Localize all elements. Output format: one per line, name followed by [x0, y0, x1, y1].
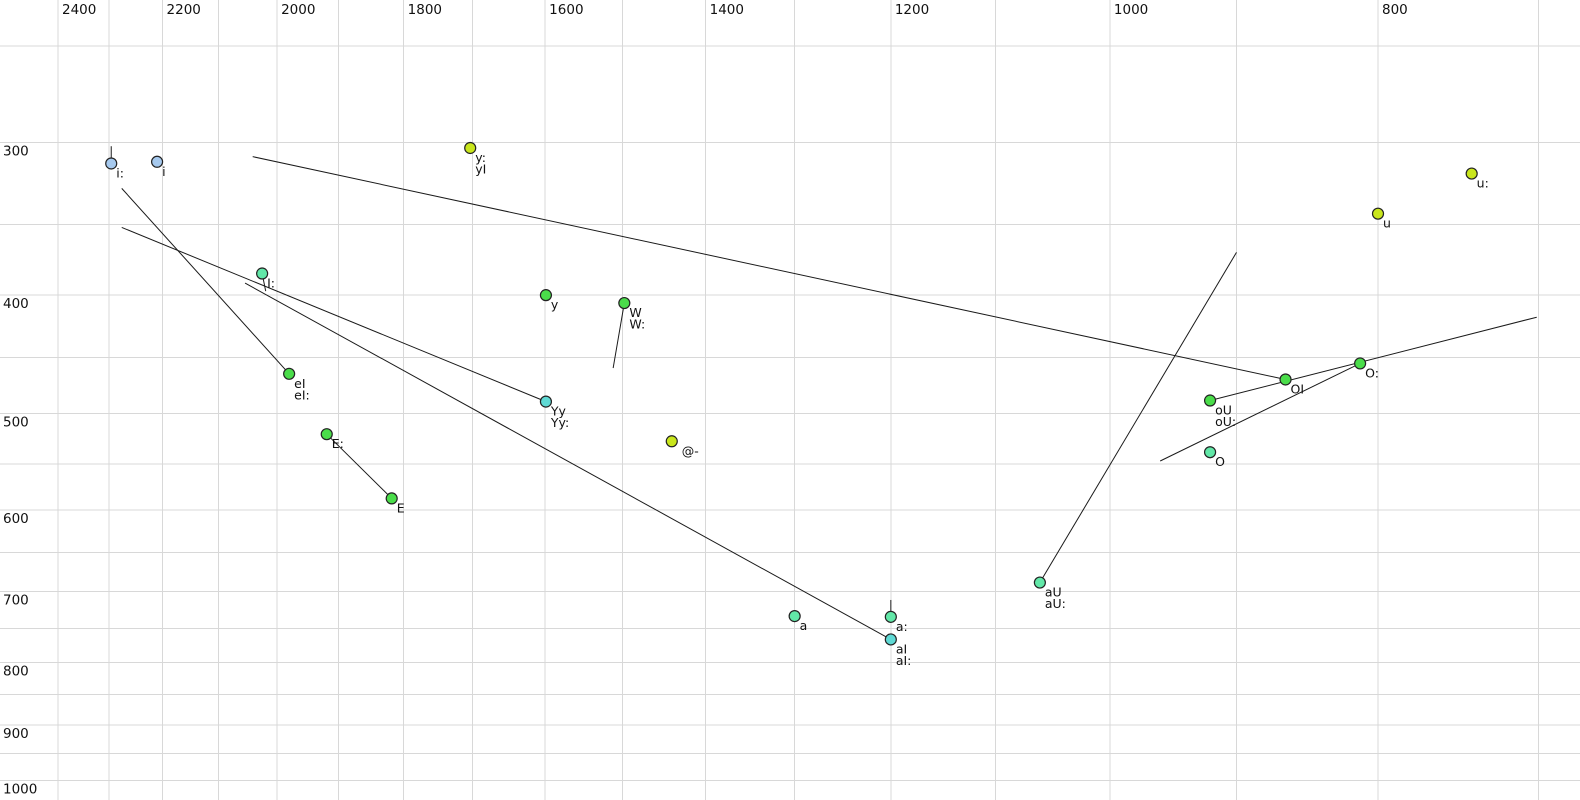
data-point-aU: [1033, 576, 1046, 589]
glide-line-Yy: [121, 226, 547, 403]
x-axis-tick-label: 2200: [167, 2, 201, 18]
point-label-I:: I:: [267, 276, 275, 291]
glide-line-O:: [1159, 362, 1361, 462]
x-axis-tick-label: 1400: [710, 2, 744, 18]
x-axis-tick-label: 800: [1382, 2, 1408, 18]
data-point-y: [539, 289, 553, 302]
point-label-aI:: aI:: [896, 653, 912, 668]
x-axis-tick-label: 2400: [62, 2, 96, 18]
data-point-oU: [1203, 394, 1217, 407]
data-point-y:: [464, 141, 477, 155]
y-axis-tick-label: 500: [3, 414, 29, 430]
point-label-E:: E:: [332, 436, 344, 451]
point-label-Yy: Yy: [550, 404, 567, 419]
glide-line-E:: [326, 433, 393, 499]
point-label-Yy:: Yy:: [550, 415, 569, 430]
y-axis-tick-label: 800: [3, 663, 29, 679]
data-point-O:: [1354, 357, 1367, 370]
data-point-E:: [320, 428, 333, 441]
data-point-i:: [105, 157, 118, 170]
point-label-yI: yI: [475, 161, 486, 176]
point-label-a: a: [800, 618, 808, 633]
point-label-W:: W:: [629, 317, 645, 332]
y-axis-tick-label: 1000: [3, 782, 37, 798]
point-label-a:: a:: [896, 619, 908, 634]
data-point-W: [618, 296, 631, 310]
point-label-aU: aU: [1045, 585, 1062, 600]
glide-line-aU: [1039, 252, 1237, 583]
point-label-@-: @-: [682, 443, 699, 458]
point-label-i: i: [162, 164, 165, 179]
x-axis-tick-label: 1000: [1114, 2, 1148, 18]
glide-line-W: [612, 302, 625, 369]
data-point-a:: [884, 610, 897, 623]
glide-line-eI: [121, 188, 290, 375]
data-point-E: [385, 492, 398, 505]
data-point-i: [150, 155, 164, 168]
y-axis-tick-label: 300: [3, 144, 29, 160]
data-point-I:: [256, 267, 269, 280]
point-label-eI:: eI:: [294, 387, 310, 402]
data-point-u: [1371, 207, 1385, 220]
point-label-O:: O:: [1365, 365, 1379, 380]
point-label-y:: y:: [475, 150, 486, 165]
data-point-eI: [283, 367, 296, 380]
data-point-O: [1203, 446, 1217, 459]
glide-line-aI: [244, 282, 892, 640]
point-label-O: O: [1215, 454, 1225, 469]
point-label-aU:: aU:: [1045, 596, 1066, 611]
data-point-aI: [884, 633, 897, 646]
data-point-a: [788, 610, 801, 623]
data-point-u:: [1465, 167, 1478, 180]
data-point-Yy: [539, 395, 553, 408]
glide-line-OI: [252, 156, 1286, 380]
point-label-W: W: [629, 305, 641, 320]
y-axis-tick-label: 700: [3, 593, 29, 609]
y-axis-tick-label: 400: [3, 296, 29, 312]
x-axis-tick-label: 1600: [549, 2, 583, 18]
x-axis-tick-label: 2000: [281, 2, 315, 18]
x-axis-tick-label: 1200: [895, 2, 929, 18]
point-label-y: y: [551, 297, 559, 312]
point-label-u: u: [1383, 216, 1391, 231]
point-label-oU:: oU:: [1215, 414, 1236, 429]
point-label-u:: u:: [1477, 176, 1489, 191]
x-axis-tick-label: 1800: [408, 2, 442, 18]
y-axis-tick-label: 600: [3, 511, 29, 527]
point-label-eI: eI: [294, 376, 305, 391]
point-label-OI: OI: [1291, 381, 1305, 396]
point-label-i:: i:: [116, 165, 124, 180]
point-label-oU: oU: [1215, 403, 1232, 418]
point-label-E: E: [397, 500, 405, 515]
data-point-OI: [1279, 373, 1292, 386]
glide-line-oU: [1209, 316, 1537, 402]
data-point-@-: [665, 435, 678, 448]
y-axis-tick-label: 900: [3, 726, 29, 742]
point-label-aI: aI: [896, 641, 907, 656]
